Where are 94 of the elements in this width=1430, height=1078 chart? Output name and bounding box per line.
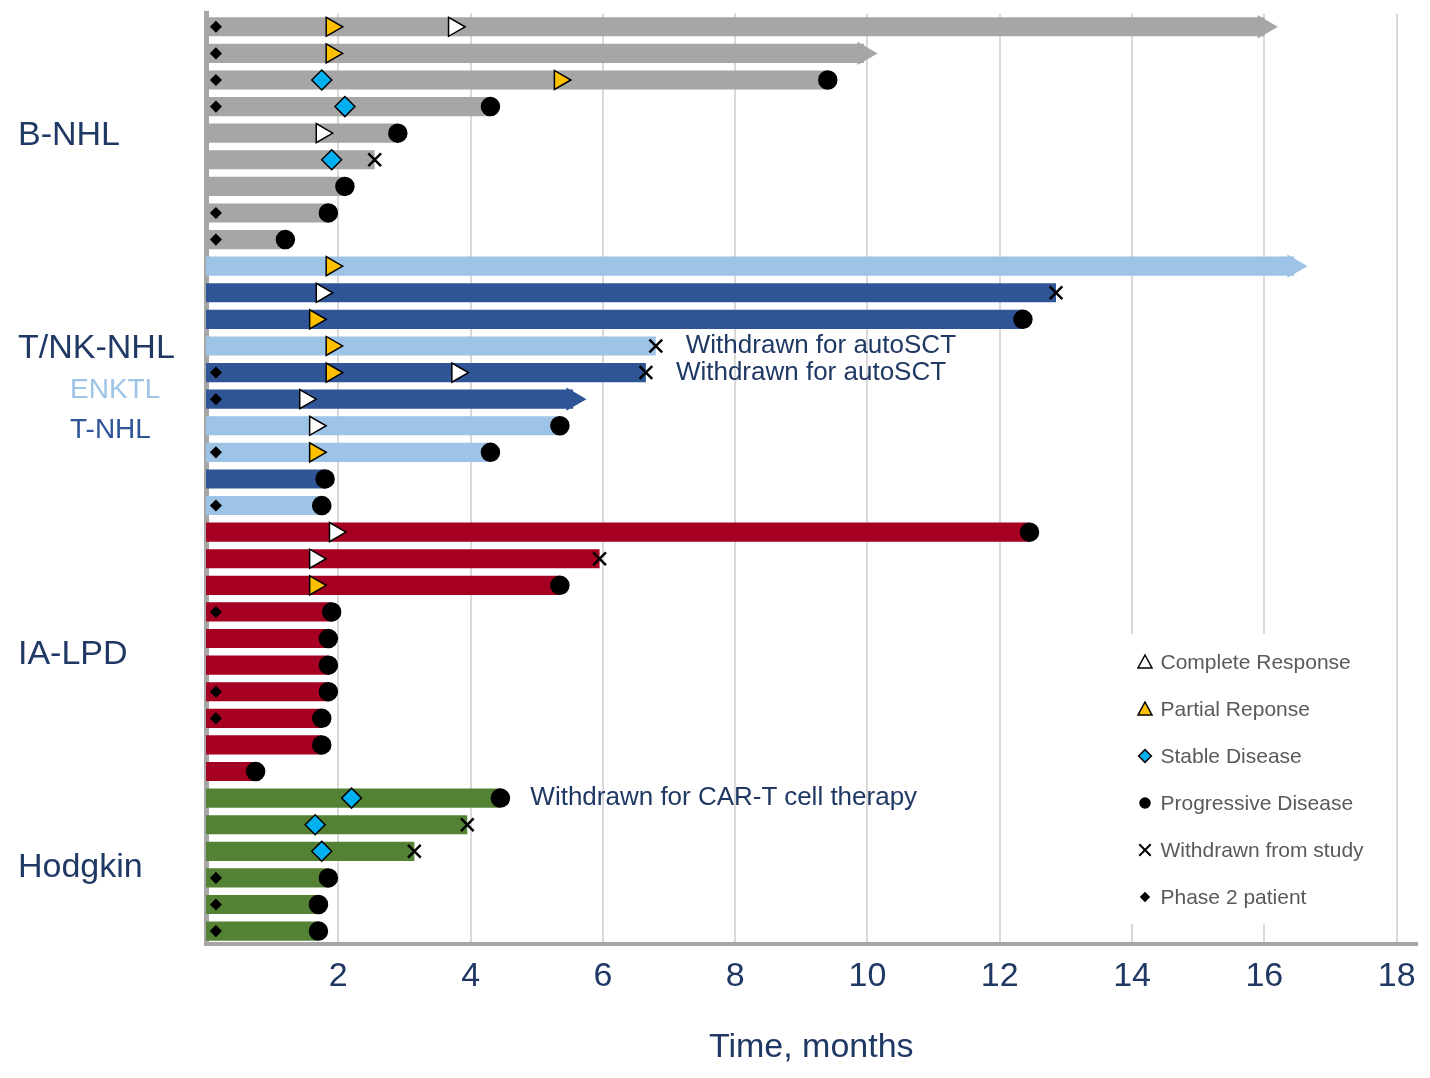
x-tick-label: 10 [848, 955, 887, 994]
point [308, 894, 329, 915]
bar [206, 815, 468, 835]
point [321, 602, 342, 622]
bar [206, 283, 1056, 303]
x-tick-label: 8 [725, 955, 745, 994]
legend-label: Stable Disease [1160, 743, 1302, 768]
point [648, 338, 664, 354]
bar [206, 522, 1030, 542]
series-label: T-NHL [70, 412, 151, 444]
point [210, 207, 222, 219]
point [320, 149, 343, 171]
point [318, 628, 339, 649]
point [210, 233, 222, 246]
point [480, 442, 501, 463]
point [318, 681, 339, 702]
point [210, 100, 222, 113]
bar [206, 549, 600, 569]
point [1048, 285, 1064, 301]
point [304, 813, 326, 836]
point [312, 735, 332, 755]
x-tick-label: 4 [461, 955, 481, 994]
point [334, 95, 356, 118]
bar [206, 708, 322, 728]
point [335, 176, 355, 197]
point [275, 229, 296, 250]
legend-label: Partial Reponse [1160, 696, 1310, 721]
series-label: Hodgkin [18, 845, 143, 884]
point [210, 446, 222, 459]
bar [206, 469, 326, 489]
legend-label: Progressive Disease [1160, 790, 1354, 815]
bar [206, 735, 322, 755]
x-axis-title: Time, months [708, 1025, 914, 1064]
point [311, 840, 333, 863]
point [591, 551, 608, 567]
legend-label: Phase 2 patient [1160, 884, 1307, 909]
point [638, 364, 654, 381]
legend-label: Withdrawn from study [1160, 837, 1364, 862]
x-tick-label: 18 [1377, 955, 1416, 994]
point [210, 366, 222, 379]
point [318, 655, 339, 675]
point [308, 921, 329, 941]
point [210, 393, 222, 405]
x-tick-label: 12 [980, 955, 1019, 994]
point [210, 712, 222, 725]
bar [206, 682, 329, 702]
point [490, 788, 511, 808]
annotation: Withdrawn for CAR-T cell therapy [530, 781, 918, 812]
point [245, 761, 266, 782]
point [340, 787, 363, 809]
x-tick-label: 2 [328, 955, 348, 994]
legend-label: Complete Response [1160, 649, 1351, 674]
point [210, 898, 222, 911]
text: B-NHL [18, 114, 121, 153]
bar [206, 309, 1023, 329]
x-tick-label: 6 [593, 955, 613, 994]
point [1013, 309, 1033, 330]
text: IA-LPD [18, 632, 128, 671]
point [311, 69, 333, 91]
bar [206, 336, 656, 356]
bar [206, 788, 501, 808]
bar [206, 416, 560, 436]
point [459, 817, 475, 833]
point [315, 469, 335, 489]
point [312, 495, 332, 516]
x-tick-label: 16 [1245, 955, 1284, 994]
point [550, 575, 570, 596]
point [406, 843, 422, 859]
point [210, 47, 222, 60]
point [318, 868, 339, 888]
point [388, 123, 408, 143]
x-tick-label: 14 [1113, 955, 1151, 994]
point [210, 21, 222, 33]
bar [206, 655, 329, 675]
point [210, 685, 222, 698]
series-label: ENKTL [70, 372, 161, 404]
point [210, 606, 222, 618]
text: T/NK-NHL [18, 326, 175, 365]
bar [206, 841, 415, 861]
point [818, 70, 838, 90]
point [550, 416, 570, 436]
bar [206, 868, 329, 888]
point [312, 708, 332, 729]
bar [206, 575, 560, 595]
point [318, 203, 339, 223]
point [210, 74, 222, 86]
point [210, 499, 222, 512]
bar [206, 602, 332, 622]
point [1019, 522, 1040, 542]
point [210, 872, 222, 884]
point [367, 152, 383, 168]
bar [206, 362, 646, 383]
point [480, 96, 501, 117]
point [210, 925, 222, 937]
